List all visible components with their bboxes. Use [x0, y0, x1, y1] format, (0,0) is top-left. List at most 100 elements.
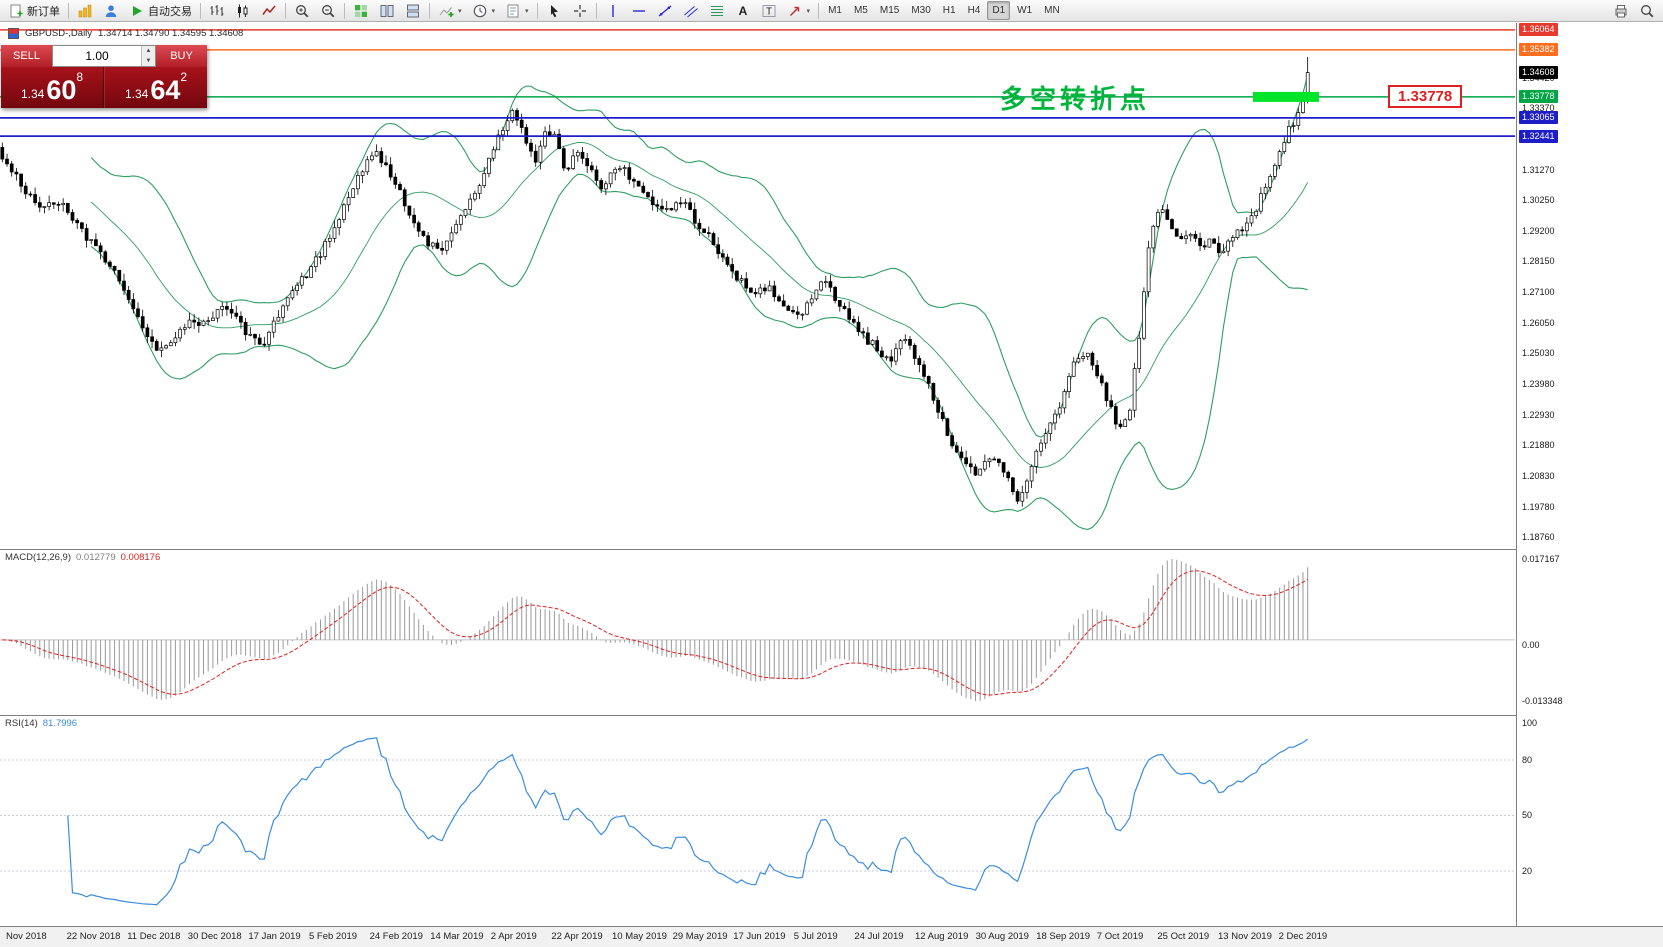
- cursor-icon[interactable]: [541, 0, 567, 21]
- zoom-in-icon[interactable]: [289, 0, 315, 21]
- date-tick: 11 Dec 2018: [127, 931, 181, 942]
- main-chart-canvas[interactable]: [0, 23, 1515, 549]
- date-tick: 2 Dec 2019: [1278, 931, 1328, 942]
- fibonacci-icon[interactable]: [704, 0, 730, 21]
- price-tick: 1.27100: [1522, 287, 1555, 298]
- lot-decrement-button[interactable]: ▼: [142, 56, 155, 66]
- date-tick: 17 Jan 2019: [248, 931, 301, 942]
- buy-button[interactable]: BUY: [156, 45, 207, 67]
- toolbar-separator: [818, 2, 820, 19]
- templates-icon[interactable]: ▾: [500, 0, 534, 21]
- date-tick: 24 Jul 2019: [854, 931, 904, 942]
- candlesticks: [0, 57, 1310, 507]
- price-tick: 1.18760: [1522, 531, 1555, 542]
- price-tick: 1.31270: [1522, 164, 1555, 175]
- timeframe-button-m1[interactable]: M1: [828, 5, 842, 16]
- sell-price-display[interactable]: 1.34 60 8: [1, 67, 104, 108]
- dropdown-caret-icon: ▾: [806, 7, 811, 15]
- pane-separator[interactable]: [0, 549, 1663, 550]
- tile-windows-icon[interactable]: [348, 0, 374, 21]
- line-chart-icon[interactable]: [256, 0, 282, 21]
- lot-size-input[interactable]: [53, 46, 141, 66]
- price-callout-label: 1.33778: [1388, 85, 1463, 108]
- rsi-line: [67, 737, 1309, 906]
- indicators-icon: [438, 3, 454, 19]
- bars-chart-icon[interactable]: [204, 0, 230, 21]
- date-tick: 7 Oct 2019: [1096, 931, 1144, 942]
- profile-icon[interactable]: [98, 0, 124, 21]
- new-order-button[interactable]: 新订单: [3, 0, 65, 21]
- breakout-highlight-marker: [1253, 91, 1319, 102]
- charts-icon: [77, 3, 93, 19]
- print-icon[interactable]: [1608, 0, 1634, 21]
- arrows-icon[interactable]: ▾: [782, 0, 816, 21]
- date-tick: 5 Feb 2019: [309, 931, 358, 942]
- rsi-tick: 80: [1522, 754, 1533, 765]
- periods-icon[interactable]: ▾: [467, 0, 501, 21]
- date-tick: 14 Mar 2019: [430, 931, 484, 942]
- candlestick-chart-icon: [235, 3, 251, 19]
- timeframe-button-m30[interactable]: M30: [911, 5, 931, 16]
- timeframe-button-mn[interactable]: MN: [1044, 5, 1060, 16]
- lot-size-stepper: ▲ ▼: [141, 46, 155, 66]
- zoom-out-icon[interactable]: [315, 0, 341, 21]
- auto-trading-button-label: 自动交易: [148, 5, 192, 18]
- label-icon[interactable]: T: [756, 0, 782, 21]
- indicators-icon[interactable]: ▾: [433, 0, 467, 21]
- toolbar-separator: [200, 2, 201, 19]
- price-level-label: 1.35382: [1519, 43, 1558, 57]
- timeframe-button-w1[interactable]: W1: [1017, 5, 1033, 16]
- price-tick: 1.30250: [1522, 194, 1555, 205]
- crosshair-icon[interactable]: [567, 0, 593, 21]
- charts-icon[interactable]: [72, 0, 98, 21]
- buy-price-display[interactable]: 1.34 64 2: [104, 67, 207, 108]
- rsi-pane-canvas[interactable]: [0, 715, 1515, 926]
- macd-axis-min: -0.013348: [1522, 695, 1563, 706]
- price-level-label: 1.32441: [1519, 129, 1558, 143]
- pane-separator[interactable]: [0, 715, 1663, 716]
- buy-price-figure: 1.34: [124, 87, 149, 101]
- trendline-icon[interactable]: [652, 0, 678, 21]
- sell-button[interactable]: SELL: [1, 45, 52, 67]
- dropdown-caret-icon: ▾: [525, 7, 529, 15]
- horizontal-line-icon[interactable]: [626, 0, 652, 21]
- lot-increment-button[interactable]: ▲: [142, 46, 155, 56]
- macd-main-value: 0.012779: [76, 552, 116, 563]
- print-icon: [1613, 3, 1629, 19]
- timeframe-button-m15[interactable]: M15: [879, 5, 900, 16]
- date-tick: 24 Feb 2019: [369, 931, 423, 942]
- timeframe-button-h1[interactable]: H1: [942, 5, 956, 16]
- date-tick: 22 Apr 2019: [551, 931, 603, 942]
- timeframe-button-m5[interactable]: M5: [853, 5, 868, 16]
- sell-price-figure: 1.34: [20, 87, 45, 101]
- text-icon: A: [735, 3, 751, 19]
- price-axis[interactable]: 1.344201.333701.312701.302501.292001.281…: [1516, 23, 1663, 926]
- candlestick-chart-icon[interactable]: [230, 0, 256, 21]
- new-order-icon: [8, 3, 24, 19]
- bars-chart-icon: [209, 3, 225, 19]
- channel-icon[interactable]: [678, 0, 704, 21]
- svg-text:T: T: [765, 6, 771, 17]
- rsi-tick: 20: [1522, 865, 1533, 876]
- macd-pane-canvas[interactable]: [0, 549, 1515, 715]
- horizontal-levels: [0, 29, 1515, 137]
- timeframe-button-h4[interactable]: H4: [967, 5, 981, 16]
- timeframe-button-d1[interactable]: D1: [987, 1, 1011, 20]
- arrange-horizontal-icon[interactable]: [400, 0, 426, 21]
- search-icon[interactable]: [1634, 0, 1660, 21]
- periods-icon: [472, 3, 488, 19]
- auto-trading-button[interactable]: 自动交易: [124, 0, 197, 21]
- vertical-line-icon[interactable]: [600, 0, 626, 21]
- macd-signal-line: [2, 570, 1308, 696]
- vertical-line-icon: [605, 3, 621, 19]
- text-icon[interactable]: A: [730, 0, 756, 21]
- horizontal-line-icon: [631, 3, 647, 19]
- arrange-vertical-icon[interactable]: [374, 0, 400, 21]
- toolbar-separator: [536, 2, 538, 19]
- price-tick: 1.21880: [1522, 440, 1555, 451]
- date-axis[interactable]: Nov 2018 22 Nov 2018 11 Dec 2018 30 Dec 201…: [0, 927, 1663, 947]
- date-tick: Nov 2018: [6, 931, 47, 942]
- toolbar-separator: [344, 2, 345, 19]
- arrange-horizontal-icon: [405, 3, 421, 19]
- date-tick: 17 Jun 2019: [733, 931, 786, 942]
